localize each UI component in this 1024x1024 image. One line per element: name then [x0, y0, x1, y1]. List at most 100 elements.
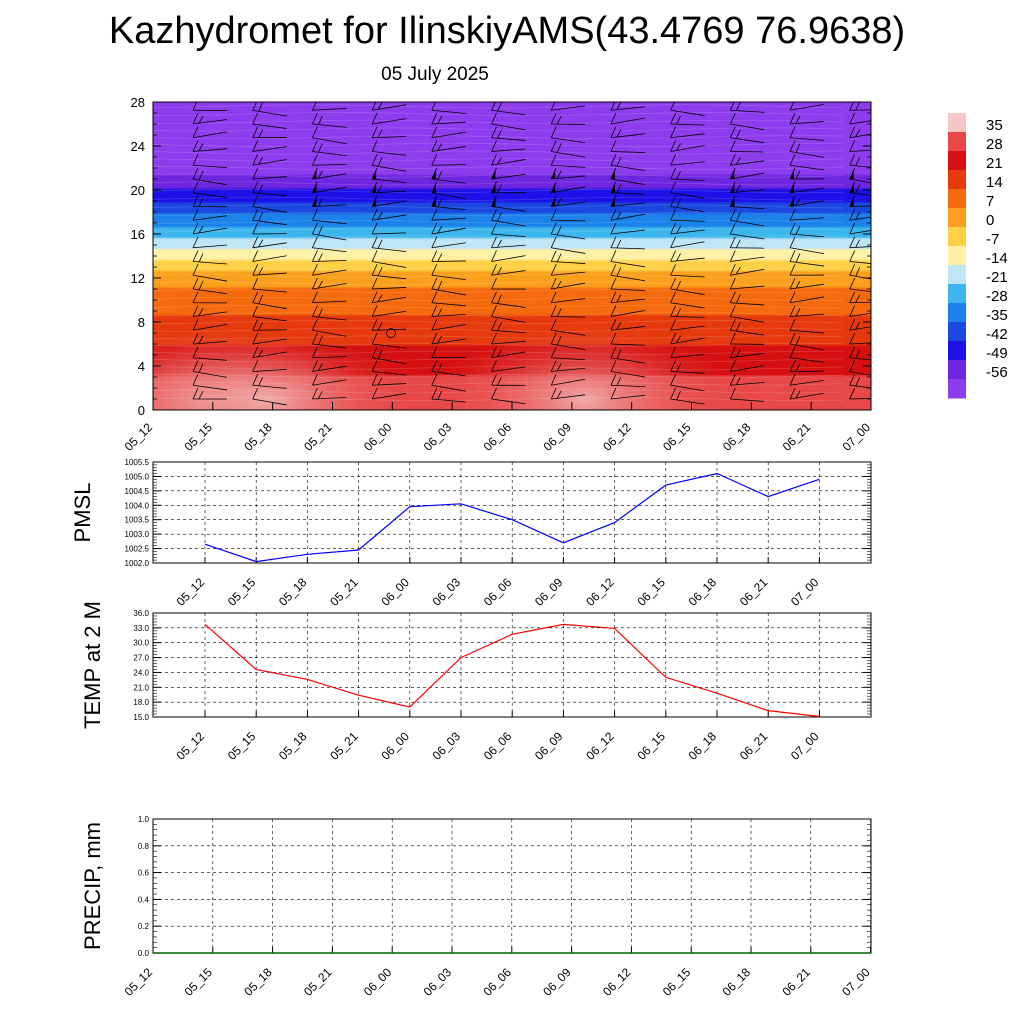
wind-barb: [849, 291, 871, 304]
wind-barb: [252, 102, 287, 117]
wind-pennant: [372, 169, 377, 179]
wind-barb: [252, 236, 287, 249]
wind-barb: [431, 154, 466, 166]
contour-line: [153, 227, 844, 232]
wind-barb: [670, 167, 705, 182]
colorbar-segment: [948, 170, 966, 190]
wind-barb: [371, 167, 407, 184]
colorbar-segment: [948, 208, 966, 228]
wind-barb: [849, 154, 871, 168]
y-tick-label: 1003.0: [125, 530, 150, 539]
wind-barb: [252, 181, 287, 197]
x-tick-label: 06_21: [780, 420, 814, 454]
x-tick-label: 06_03: [421, 965, 455, 999]
wind-barb: [670, 112, 705, 126]
colorbar-segment: [948, 113, 966, 133]
x-tick-label: 06_21: [737, 575, 771, 609]
y-tick-label: 4: [138, 359, 145, 374]
y-tick-label: 0: [138, 403, 145, 418]
contour-line: [153, 289, 844, 294]
contour-line: [153, 250, 844, 255]
wind-barb: [491, 374, 526, 386]
x-tick-label: 05_12: [174, 575, 208, 609]
wind-barb: [491, 167, 526, 180]
y-tick-label: 16: [131, 227, 145, 242]
wind-barb: [431, 387, 466, 403]
wind-barb: [550, 291, 586, 304]
wind-barb: [312, 112, 347, 128]
wind-barb: [550, 264, 586, 276]
x-tick-label: 06_09: [540, 420, 574, 454]
contour-line: [153, 235, 844, 240]
wind-barb: [729, 374, 765, 386]
colorbar-label: 7: [986, 193, 994, 210]
wind-barb: [849, 346, 871, 361]
wind-barb: [550, 277, 586, 290]
wind-barb: [371, 126, 407, 139]
contour-line: [153, 266, 844, 271]
wind-barb: [252, 209, 287, 226]
wind-barb: [729, 195, 765, 210]
wind-barb: [729, 112, 765, 131]
x-tick-label: 06_06: [481, 729, 515, 763]
y-tick-label: 1.0: [138, 815, 150, 824]
wind-barb: [729, 305, 765, 323]
colorbar-segment: [948, 284, 966, 304]
wind-barb: [192, 360, 228, 378]
wind-barb: [192, 126, 228, 139]
wind-pennant: [491, 169, 496, 179]
wind-barb: [610, 222, 645, 235]
x-tick-label: 06_15: [660, 965, 694, 999]
wind-barb: [849, 112, 871, 125]
x-tick-label: 06_06: [481, 420, 515, 454]
precip-panel: 0.0 0.2 0.4 0.6 0.8 1.0 05_12 05_15 05_18 05_21 06…: [80, 815, 873, 999]
wind-barb: [670, 195, 705, 213]
y-tick-label: 0.4: [138, 895, 150, 904]
contour-line: [153, 335, 844, 340]
wind-barb: [312, 277, 347, 290]
x-tick-label: 06_12: [600, 965, 634, 999]
x-tick-label: 05_18: [276, 729, 310, 763]
x-tick-label: 05_12: [174, 729, 208, 763]
wind-pennant: [610, 196, 615, 207]
wind-barb: [491, 332, 526, 345]
wind-barb: [491, 102, 526, 116]
colorbar-label: -49: [986, 345, 1008, 362]
x-tick-label: 06_06: [481, 575, 515, 609]
wind-barb: [670, 250, 705, 262]
contour-line: [153, 204, 844, 209]
colorbar-label: -21: [986, 269, 1008, 286]
wind-barb: [789, 102, 825, 111]
wind-pennant: [790, 196, 794, 207]
wind-barb: [610, 126, 645, 139]
wind-barb: [431, 319, 466, 331]
wind-barb: [670, 222, 705, 235]
wind-barb: [610, 305, 645, 317]
wind-barb: [729, 167, 765, 180]
wind-barb: [610, 319, 645, 331]
wind-barb: [252, 346, 287, 359]
wind-barb: [431, 112, 466, 125]
wind-barb: [610, 277, 645, 291]
wind-barb: [431, 291, 466, 307]
wind-barb: [849, 305, 871, 317]
colorbar-label: -7: [986, 231, 999, 248]
wind-barb: [789, 112, 825, 125]
y-tick-label: 12: [131, 271, 145, 286]
wind-barb: [670, 360, 705, 374]
x-tick-label: 06_00: [378, 729, 412, 763]
wind-barb: [550, 360, 586, 372]
x-tick-label: 06_03: [430, 729, 464, 763]
wind-barb: [789, 250, 825, 267]
wind-barb: [789, 332, 825, 351]
wind-barb: [849, 222, 871, 235]
contour-line: [153, 389, 844, 394]
wind-pennant: [790, 182, 794, 193]
wind-barb: [670, 126, 705, 139]
contour-line: [153, 373, 844, 378]
x-tick-label: 06_15: [634, 729, 668, 763]
wind-barb: [431, 360, 466, 377]
colorbar-segment: [948, 151, 966, 171]
contour-line: [153, 112, 844, 117]
wind-barb: [192, 332, 228, 345]
